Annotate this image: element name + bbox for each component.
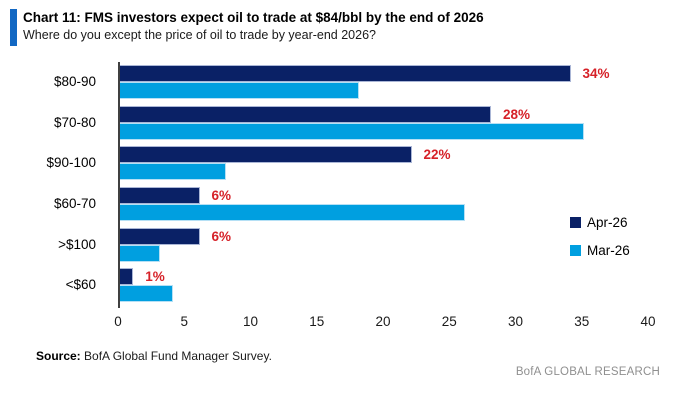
bar-mar-26 — [120, 285, 173, 303]
x-tick-label: 20 — [375, 314, 391, 329]
brand-footer: BofA GLOBAL RESEARCH — [515, 366, 660, 378]
category-label: >$100 — [58, 236, 96, 252]
category-label: $60-70 — [53, 196, 96, 211]
legend-swatch-apr-26 — [570, 217, 581, 228]
value-label: 6% — [211, 228, 232, 244]
category-label: $90-100 — [46, 155, 96, 171]
plot-area: 34% 28% 22% 6% 6% 1% — [118, 62, 650, 308]
value-label: 6% — [211, 188, 232, 203]
x-tick-label: 25 — [441, 314, 457, 329]
title-block: Chart 11: FMS investors expect oil to tr… — [23, 9, 484, 46]
bar-apr-26 — [120, 187, 200, 204]
legend-item-mar-26: Mar-26 — [570, 243, 630, 258]
x-tick-label: 5 — [180, 314, 188, 329]
bar-apr-26 — [120, 268, 134, 286]
bar-mar-26 — [120, 244, 160, 262]
value-label: 22% — [423, 147, 451, 163]
bar-mar-26 — [120, 82, 359, 99]
category-label: <$60 — [65, 277, 96, 293]
x-tick-label: 35 — [574, 314, 590, 329]
bar-mar-26 — [120, 163, 226, 181]
category-label: $80-90 — [53, 74, 96, 89]
source-note: Source: BofA Global Fund Manager Survey. — [36, 349, 272, 363]
bar-apr-26 — [120, 65, 571, 82]
y-axis-labels: $80-90 $70-80 $90-100 $60-70 >$100 <$60 — [0, 62, 106, 308]
x-tick-label: 30 — [507, 314, 524, 329]
value-label: 1% — [145, 269, 165, 285]
x-tick-label: 10 — [242, 314, 259, 329]
value-label: 34% — [582, 66, 610, 81]
legend-label-mar-26: Mar-26 — [587, 243, 630, 258]
legend-label-apr-26: Apr-26 — [587, 215, 628, 230]
bar-mar-26 — [120, 204, 465, 221]
chart-title: Chart 11: FMS investors expect oil to tr… — [23, 10, 484, 25]
legend-item-apr-26: Apr-26 — [570, 215, 630, 230]
bar-mar-26 — [120, 122, 584, 140]
value-label: 28% — [503, 106, 531, 122]
title-accent-bar — [10, 9, 17, 46]
x-tick-label: 15 — [309, 314, 325, 329]
chart-subtitle: Where do you except the price of oil to … — [23, 28, 376, 42]
x-tick-label: 0 — [114, 314, 122, 329]
legend: Apr-26 Mar-26 — [570, 215, 630, 258]
x-axis-ticks: 0 5 10 15 20 25 30 35 40 — [114, 314, 655, 332]
x-tick-label: 40 — [640, 314, 656, 329]
bar-apr-26 — [120, 146, 412, 164]
bar-apr-26 — [120, 105, 491, 123]
legend-swatch-mar-26 — [570, 245, 581, 256]
chart-header: Chart 11: FMS investors expect oil to tr… — [10, 9, 484, 46]
category-label: $70-80 — [53, 114, 96, 130]
source-text: BofA Global Fund Manager Survey. — [80, 349, 272, 363]
bar-apr-26 — [120, 227, 200, 245]
source-label: Source: — [36, 349, 81, 363]
